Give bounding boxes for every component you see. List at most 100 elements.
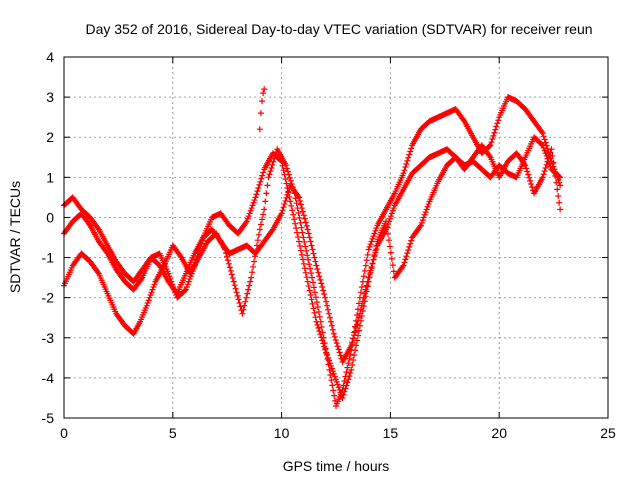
x-tick-labels: 0 5 10 15 20 25 <box>60 425 616 441</box>
data-point <box>181 287 188 294</box>
data-point <box>268 227 275 234</box>
data-point <box>297 247 304 254</box>
data-point <box>358 283 365 290</box>
data-point <box>196 246 203 253</box>
data-point <box>368 238 375 245</box>
data-point <box>300 260 307 267</box>
data-point <box>165 270 172 277</box>
data-point <box>388 255 395 262</box>
data-point <box>422 209 429 216</box>
data-point <box>289 207 296 214</box>
data-point <box>540 144 547 151</box>
data-point <box>192 259 199 266</box>
data-point <box>460 116 467 123</box>
data-point <box>524 168 531 175</box>
data-point <box>356 322 363 329</box>
data-point <box>235 296 242 303</box>
data-point <box>385 237 392 244</box>
data-point <box>491 129 498 136</box>
data-point <box>383 218 390 225</box>
data-point <box>368 265 375 272</box>
data-point <box>556 199 563 206</box>
x-tick-label: 25 <box>600 425 616 441</box>
data-point <box>254 237 261 244</box>
data-point <box>294 229 301 236</box>
data-point <box>223 253 230 260</box>
data-point <box>246 282 253 289</box>
data-point <box>230 278 237 285</box>
data-point <box>404 157 411 164</box>
data-point <box>387 249 394 256</box>
data-point <box>261 206 268 213</box>
data-point <box>299 229 306 236</box>
data-point <box>405 154 412 161</box>
y-axis-label: SDTVAR / TECUs <box>7 181 23 293</box>
data-point <box>244 215 251 222</box>
data-point <box>390 205 397 212</box>
data-point <box>257 178 264 185</box>
data-point <box>539 142 546 149</box>
data-point <box>390 268 397 275</box>
data-point <box>145 297 152 304</box>
data-point <box>327 362 334 369</box>
data-point <box>370 256 377 263</box>
data-point <box>335 384 342 391</box>
data-point <box>280 204 287 211</box>
data-point <box>425 201 432 208</box>
data-point <box>263 190 270 197</box>
data-point <box>315 308 322 315</box>
data-point <box>419 217 426 224</box>
data-point <box>367 269 374 276</box>
data-point <box>269 161 276 168</box>
data-point <box>295 234 302 241</box>
data-point <box>340 391 347 398</box>
data-point <box>354 321 361 328</box>
data-point <box>281 201 288 208</box>
data-point <box>372 227 379 234</box>
data-point <box>525 171 532 178</box>
x-axis-label: GPS time / hours <box>283 458 390 474</box>
data-point <box>309 274 316 281</box>
data-point <box>355 327 362 334</box>
data-point <box>278 210 285 217</box>
data-point <box>334 381 341 388</box>
data-point <box>257 221 264 228</box>
data-point <box>351 352 358 359</box>
data-point <box>326 314 333 321</box>
plot-frame <box>63 56 609 419</box>
data-point <box>323 298 330 305</box>
data-point <box>286 174 293 181</box>
data-point <box>251 258 258 265</box>
data-point <box>325 310 332 317</box>
data-point <box>325 306 332 313</box>
data-point <box>386 243 393 250</box>
data-point <box>316 273 323 280</box>
data-point <box>488 139 495 146</box>
data-point <box>348 366 355 373</box>
data-point <box>310 284 317 291</box>
data-point <box>233 289 240 296</box>
data-point <box>353 342 360 349</box>
data-point <box>249 269 256 276</box>
data-point <box>306 287 313 294</box>
data-point <box>86 221 93 228</box>
data-point <box>332 376 339 383</box>
data-point <box>297 201 304 208</box>
data-point <box>303 247 310 254</box>
data-point <box>539 130 546 137</box>
data-point <box>541 147 548 154</box>
data-point <box>243 218 250 225</box>
data-point <box>312 258 319 265</box>
data-point <box>540 133 547 140</box>
data-point <box>287 198 294 205</box>
data-point <box>402 164 409 171</box>
data-point <box>358 312 365 319</box>
data-point <box>352 328 359 335</box>
data-point <box>282 176 289 183</box>
data-point <box>308 296 315 303</box>
data-point <box>244 290 251 297</box>
data-point <box>170 283 177 290</box>
data-point <box>301 215 308 222</box>
data-point <box>299 256 306 263</box>
data-point <box>495 117 502 124</box>
